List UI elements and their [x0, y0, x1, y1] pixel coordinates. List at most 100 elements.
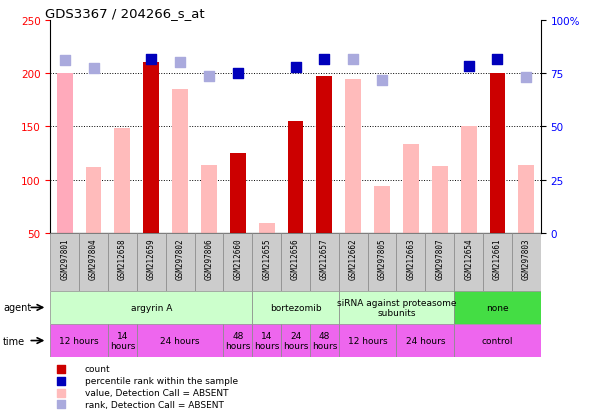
Text: argyrin A: argyrin A [131, 303, 172, 312]
Bar [230, 154, 246, 233]
Text: bortezomib: bortezomib [269, 303, 322, 312]
Text: control: control [482, 336, 513, 345]
Text: percentile rank within the sample: percentile rank within the sample [85, 376, 238, 385]
Bar [115, 129, 130, 233]
Point [56, 377, 66, 384]
Bar [86, 167, 102, 233]
Bar [57, 74, 73, 233]
Text: 48
hours: 48 hours [225, 331, 251, 350]
Text: GSM297805: GSM297805 [378, 238, 387, 280]
Bar [512, 233, 541, 291]
Bar [223, 324, 252, 357]
Text: 24 hours: 24 hours [405, 336, 445, 345]
Bar [137, 324, 223, 357]
Bar [339, 233, 368, 291]
Bar [368, 233, 397, 291]
Text: GSM212655: GSM212655 [262, 238, 271, 280]
Text: value, Detection Call = ABSENT: value, Detection Call = ABSENT [85, 388, 228, 397]
Bar [483, 233, 512, 291]
Bar [143, 63, 159, 233]
Bar [518, 165, 534, 233]
Point [493, 57, 502, 63]
Bar [339, 291, 454, 324]
Bar [310, 233, 339, 291]
Bar [397, 233, 426, 291]
Text: GSM297801: GSM297801 [60, 238, 69, 280]
Bar [79, 233, 108, 291]
Bar [489, 74, 505, 233]
Text: GSM212662: GSM212662 [349, 238, 358, 280]
Text: GSM212657: GSM212657 [320, 238, 329, 280]
Point [464, 63, 473, 70]
Bar [281, 324, 310, 357]
Text: rank, Detection Call = ABSENT: rank, Detection Call = ABSENT [85, 400, 223, 409]
Bar [454, 324, 541, 357]
Text: GSM212656: GSM212656 [291, 238, 300, 280]
Text: agent: agent [3, 303, 31, 313]
Bar [50, 233, 79, 291]
Point [176, 60, 185, 66]
Text: GSM297803: GSM297803 [522, 238, 531, 280]
Bar [165, 233, 194, 291]
Bar [108, 324, 137, 357]
Bar [345, 80, 361, 233]
Bar [310, 324, 339, 357]
Text: 12 hours: 12 hours [348, 336, 388, 345]
Bar [252, 291, 339, 324]
Bar [137, 233, 165, 291]
Bar [432, 166, 448, 233]
Bar [252, 233, 281, 291]
Point [56, 366, 66, 372]
Bar [397, 324, 454, 357]
Point [60, 58, 69, 64]
Bar [461, 127, 476, 233]
Text: GSM297807: GSM297807 [436, 238, 444, 280]
Text: 14
hours: 14 hours [110, 331, 135, 350]
Text: GDS3367 / 204266_s_at: GDS3367 / 204266_s_at [46, 7, 205, 19]
Text: none: none [486, 303, 509, 312]
Text: 48
hours: 48 hours [311, 331, 337, 350]
Point [147, 57, 156, 63]
Point [56, 401, 66, 408]
Bar [316, 77, 332, 233]
Point [89, 65, 98, 72]
Bar [172, 90, 188, 233]
Text: GSM297804: GSM297804 [89, 238, 98, 280]
Bar [50, 291, 252, 324]
Point [56, 389, 66, 396]
Text: GSM212663: GSM212663 [407, 238, 415, 280]
Point [349, 57, 358, 63]
Bar [288, 122, 303, 233]
Point [377, 78, 387, 85]
Bar [403, 145, 419, 233]
Text: GSM297806: GSM297806 [204, 238, 213, 280]
Text: 24
hours: 24 hours [283, 331, 308, 350]
Text: count: count [85, 365, 111, 373]
Bar [374, 187, 390, 233]
Text: time: time [3, 336, 25, 346]
Bar [339, 324, 397, 357]
Text: GSM212654: GSM212654 [464, 238, 473, 280]
Text: GSM297802: GSM297802 [176, 238, 184, 280]
Text: 12 hours: 12 hours [59, 336, 99, 345]
Text: GSM212661: GSM212661 [493, 238, 502, 280]
Text: 24 hours: 24 hours [160, 336, 200, 345]
Point [291, 64, 300, 71]
Text: GSM212658: GSM212658 [118, 238, 127, 280]
Bar [108, 233, 137, 291]
Text: 14
hours: 14 hours [254, 331, 280, 350]
Bar [454, 233, 483, 291]
Bar [454, 291, 541, 324]
Point [204, 74, 214, 80]
Bar [223, 233, 252, 291]
Bar [259, 224, 275, 233]
Bar [426, 233, 454, 291]
Bar [281, 233, 310, 291]
Bar [194, 233, 223, 291]
Text: GSM212660: GSM212660 [233, 238, 242, 280]
Bar [50, 324, 108, 357]
Point [320, 57, 329, 63]
Text: GSM212659: GSM212659 [147, 238, 155, 280]
Bar [201, 165, 217, 233]
Point [233, 71, 242, 77]
